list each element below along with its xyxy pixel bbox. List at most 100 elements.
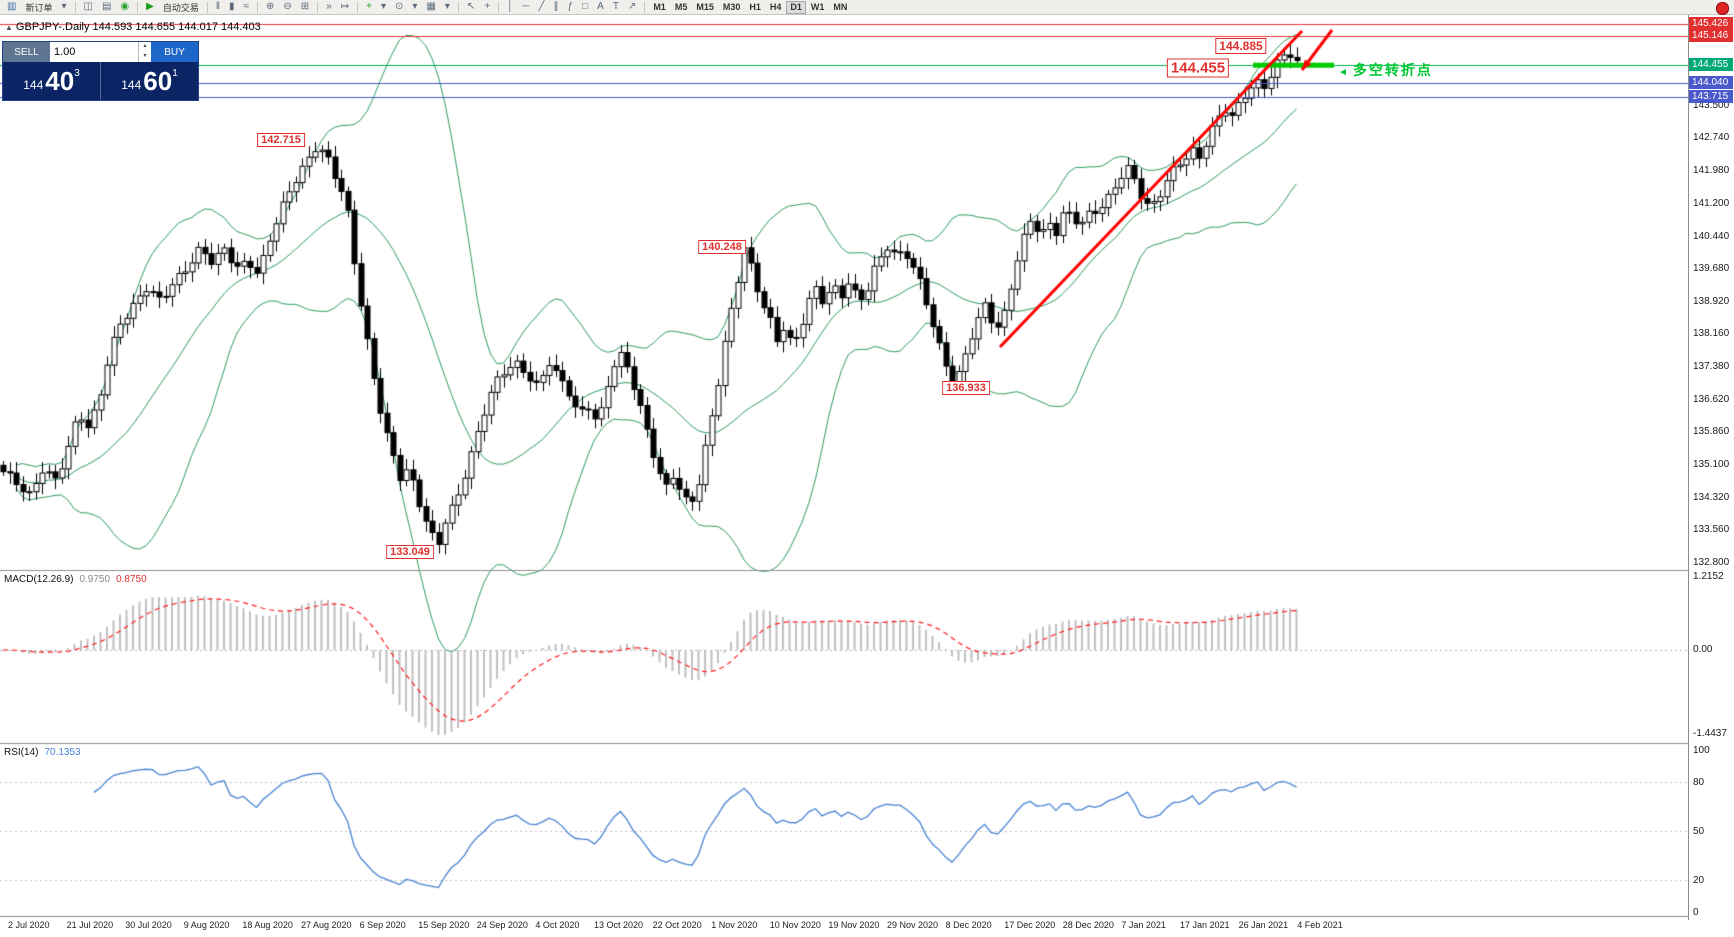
new-order-icon[interactable]: ▥ — [3, 1, 20, 14]
sell-price-sup: 3 — [74, 68, 80, 79]
periods-icon[interactable]: ⊙ — [391, 1, 407, 14]
arrows-icon: ↗ — [627, 1, 637, 12]
vertical-line-icon[interactable]: │ — [503, 1, 517, 14]
arrows-icon[interactable]: ↗ — [624, 1, 640, 14]
price-annotation-label[interactable]: 142.715 — [257, 133, 305, 147]
templates-caret-icon[interactable]: ▾ — [441, 1, 454, 14]
new-order-button[interactable]: 新订单 — [21, 1, 56, 14]
chart-shift-icon[interactable]: ↦ — [337, 1, 353, 14]
autotrade-play-icon: ▶ — [146, 1, 154, 12]
price-tick: 135.100 — [1693, 458, 1730, 470]
timeframe-m30[interactable]: M30 — [719, 1, 745, 14]
turning-point-annotation[interactable]: ◄ 多空转折点 — [1338, 60, 1433, 80]
autotrade-button-label: 自动交易 — [162, 2, 199, 13]
macd-scale-zero: 0.00 — [1693, 644, 1713, 655]
spinner-up-icon[interactable]: ▴ — [143, 43, 147, 49]
price-annotation-label[interactable]: 140.248 — [698, 240, 746, 254]
price-scale-marker: 144.040 — [1689, 75, 1733, 89]
autotrade-play-icon[interactable]: ▶ — [142, 1, 158, 14]
horizontal-line-icon: ─ — [522, 1, 530, 12]
toolbar-separator — [457, 1, 459, 13]
green-arrow-icon: ◄ — [1338, 67, 1350, 78]
timeframe-d1[interactable]: D1 — [786, 0, 806, 14]
price-tick: 138.160 — [1693, 328, 1730, 340]
zoom-out-icon[interactable]: ⊖ — [279, 1, 295, 14]
sell-button[interactable]: SELL — [3, 42, 50, 62]
timeframe-w1[interactable]: W1 — [807, 1, 829, 14]
price-tick: 137.380 — [1693, 361, 1730, 373]
trendline-icon[interactable]: ╱ — [535, 1, 549, 14]
new-order-caret-icon[interactable]: ▾ — [57, 1, 70, 14]
symbol-icon: ▲ — [5, 23, 13, 32]
red-circle-icon[interactable] — [1716, 2, 1729, 15]
new-order-button-label: 新订单 — [25, 2, 53, 13]
alerts-icon[interactable]: ◉ — [116, 1, 133, 14]
date-tick: 9 Aug 2020 — [183, 920, 230, 930]
candlestick-chart-icon[interactable]: ▮ — [225, 1, 239, 14]
crosshair-icon[interactable]: + — [480, 1, 494, 14]
auto-scroll-icon[interactable]: » — [322, 1, 336, 14]
timeframe-m5-label: M5 — [674, 2, 688, 12]
timeframe-mn[interactable]: MN — [829, 1, 851, 14]
price-tick: 135.860 — [1693, 426, 1730, 438]
price-scale-marker: 145.146 — [1689, 28, 1733, 42]
price-annotation-label[interactable]: 136.933 — [942, 381, 990, 395]
timeframe-m5[interactable]: M5 — [671, 1, 692, 14]
tile-windows-icon[interactable]: ⊞ — [297, 1, 313, 14]
indicators-icon[interactable]: + — [362, 1, 376, 14]
volume-spinner[interactable]: ▴ ▾ — [138, 42, 151, 62]
buy-price-big: 60 — [143, 66, 173, 96]
buy-price[interactable]: 144 60 1 — [100, 62, 198, 100]
zoom-in-icon: ⊕ — [266, 1, 275, 12]
symbol-ohlc-text: GBPJPY-.Daily 144.593 144.655 144.017 14… — [15, 21, 261, 33]
price-annotation-label[interactable]: 144.885 — [1215, 38, 1267, 54]
rsi-scale-tick: 80 — [1693, 777, 1705, 789]
timeframe-m1-label: M1 — [653, 2, 666, 12]
toolbar-separator — [206, 1, 208, 13]
charts-window-icon: ◫ — [83, 1, 93, 12]
channel-icon[interactable]: ∥ — [550, 1, 563, 14]
sell-price[interactable]: 144 40 3 — [3, 62, 100, 100]
chart-canvas[interactable] — [0, 15, 1688, 920]
crosshair-icon: + — [484, 1, 491, 12]
volume-value: 1.00 — [54, 46, 76, 58]
profiles-icon: ▤ — [101, 1, 112, 12]
timeframe-h4[interactable]: H4 — [766, 1, 786, 14]
bar-chart-icon: ‖ — [215, 1, 220, 12]
buy-button[interactable]: BUY — [151, 42, 198, 62]
text-icon[interactable]: A — [593, 1, 608, 14]
text-icon: A — [597, 1, 604, 12]
price-scale[interactable] — [1688, 15, 1734, 920]
autotrade-button[interactable]: 自动交易 — [159, 1, 203, 14]
timeframe-m15[interactable]: M15 — [692, 1, 718, 14]
rsi-scale-tick: 50 — [1693, 826, 1705, 837]
bar-chart-icon[interactable]: ‖ — [212, 1, 224, 14]
price-tick: 138.920 — [1693, 295, 1730, 307]
shapes-icon[interactable]: □ — [578, 1, 592, 14]
charts-window-icon[interactable]: ◫ — [80, 1, 97, 14]
timeframe-h1[interactable]: H1 — [745, 1, 765, 14]
timeframe-d1-label: D1 — [790, 2, 802, 12]
templates-icon[interactable]: ▦ — [422, 1, 439, 14]
toolbar-separator — [317, 1, 319, 13]
volume-input[interactable]: 1.00 ▴ ▾ — [50, 42, 151, 62]
zoom-in-icon[interactable]: ⊕ — [262, 1, 278, 14]
profiles-icon[interactable]: ▤ — [98, 1, 115, 14]
periods-caret-icon[interactable]: ▾ — [408, 1, 421, 14]
date-tick: 10 Nov 2020 — [769, 920, 821, 930]
timeframe-h1-label: H1 — [749, 2, 761, 12]
price-tick: 134.320 — [1693, 491, 1730, 503]
cursor-icon[interactable]: ↖ — [463, 1, 479, 14]
line-chart-icon[interactable]: ≈ — [240, 1, 254, 14]
sell-price-big: 40 — [45, 66, 75, 96]
price-annotation-label[interactable]: 133.049 — [386, 545, 434, 559]
price-annotation-label[interactable]: 144.455 — [1166, 58, 1230, 78]
indicators-caret-icon[interactable]: ▾ — [377, 1, 390, 14]
spinner-down-icon[interactable]: ▾ — [143, 53, 147, 59]
timeframe-m1[interactable]: M1 — [649, 1, 670, 14]
horizontal-line-icon[interactable]: ─ — [518, 1, 533, 14]
date-tick: 6 Sep 2020 — [359, 920, 406, 930]
fibonacci-icon[interactable]: ƒ — [564, 1, 578, 14]
label-icon[interactable]: T — [609, 1, 623, 14]
